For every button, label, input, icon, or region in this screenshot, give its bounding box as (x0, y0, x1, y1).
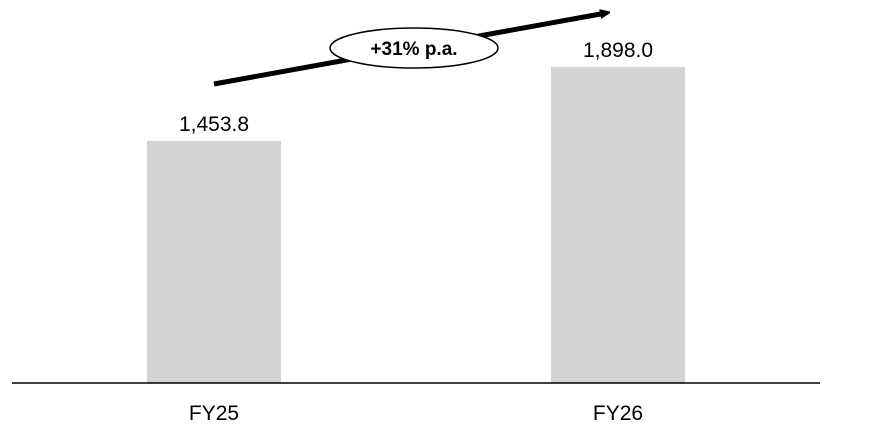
value-label-fy25: 1,453.8 (179, 113, 249, 136)
value-label-fy26: 1,898.0 (583, 39, 653, 62)
growth-ellipse (329, 27, 499, 69)
x-tick-labels-layer: FY25 FY26 (189, 402, 643, 425)
value-labels-layer: 1,453.8 1,898.0 (179, 39, 653, 136)
bar-fy25 (147, 140, 281, 383)
bars-layer (147, 66, 685, 383)
growth-annotation: +31% p.a. (213, 13, 606, 87)
growth-label: +31% p.a. (370, 39, 457, 60)
x-tick-label-fy25: FY25 (189, 402, 239, 425)
bar-fy26 (551, 66, 685, 383)
x-tick-label-fy26: FY26 (593, 402, 643, 425)
